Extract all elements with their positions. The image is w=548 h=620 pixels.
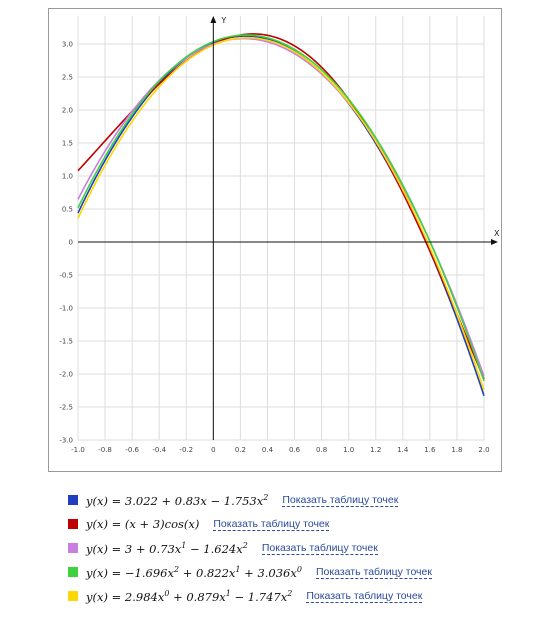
x-tick-label: -0.2 (179, 446, 193, 454)
legend-swatch (68, 495, 78, 505)
series-line-1 (77, 35, 485, 397)
x-tick-label: 0.2 (235, 446, 246, 454)
legend-formula: y(x) = −1.696x2 + 0.822x1 + 3.036x0 (86, 564, 302, 580)
legend-swatch (68, 519, 78, 529)
y-tick-label: 2.0 (62, 107, 73, 115)
legend-item: y(x) = 2.984x0 + 0.879x1 − 1.747x2 Показа… (68, 584, 538, 608)
x-tick-label: -0.6 (125, 446, 139, 454)
show-points-table-link[interactable]: Показать таблицу точек (315, 565, 432, 579)
legend-item: y(x) = 3 + 0.73x1 − 1.624x2 Показать табл… (68, 536, 538, 560)
x-tick-label: 1.0 (343, 446, 354, 454)
x-tick-label: 0.4 (262, 446, 274, 454)
x-tick-label: 1.6 (424, 446, 436, 454)
y-tick-label: -2.0 (59, 371, 73, 379)
legend-item: y(x) = −1.696x2 + 0.822x1 + 3.036x0 Показ… (68, 560, 538, 584)
y-tick-label: -3.0 (59, 437, 73, 445)
grid (77, 16, 485, 441)
x-tick-label: 1.2 (370, 446, 381, 454)
y-tick-label: 0 (69, 239, 73, 247)
legend-item: y(x) = (x + 3)cos(x) Показать таблицу точ… (68, 512, 538, 536)
y-tick-label: 1.5 (62, 140, 73, 148)
y-tick-label: 2.5 (62, 74, 73, 82)
x-axis-arrow (491, 239, 498, 245)
y-tick-label: -1.0 (59, 305, 73, 313)
legend: y(x) = 3.022 + 0.83x − 1.753x2 Показать т… (68, 488, 538, 608)
show-points-table-link[interactable]: Показать таблицу точек (306, 589, 423, 603)
series-line-4 (77, 34, 485, 382)
show-points-table-link[interactable]: Показать таблицу точек (282, 493, 399, 507)
y-axis-arrow (210, 16, 217, 23)
x-tick-label: 0.6 (289, 446, 301, 454)
x-tick-label: 0.8 (316, 446, 327, 454)
y-tick-label: 1.0 (62, 173, 73, 181)
x-tick-label: -0.8 (98, 446, 112, 454)
series-line-3 (77, 37, 485, 377)
legend-formula: y(x) = (x + 3)cos(x) (86, 517, 200, 531)
y-tick-label: 3.0 (62, 41, 73, 49)
show-points-table-link[interactable]: Показать таблицу точек (261, 541, 378, 555)
legend-swatch (68, 543, 78, 553)
legend-swatch (68, 591, 78, 601)
axes: XY (78, 16, 500, 440)
x-tick-label: -1.0 (71, 446, 85, 454)
legend-item: y(x) = 3.022 + 0.83x − 1.753x2 Показать т… (68, 488, 538, 512)
x-tick-label: 2.0 (478, 446, 489, 454)
y-tick-label: 0.5 (62, 206, 73, 214)
legend-swatch (68, 567, 78, 577)
y-tick-label: -1.5 (59, 338, 73, 346)
series-line-5 (77, 36, 485, 391)
legend-formula: y(x) = 3 + 0.73x1 − 1.624x2 (86, 540, 248, 556)
series-line-2 (77, 33, 485, 380)
x-tick-label: -0.4 (152, 446, 166, 454)
function-plot: XY -1.0 -0.8 -0.6 -0.4 -0.2 0 0.2 0.4 0.6 0.8 1.0 1… (59, 16, 500, 455)
y-axis-label: Y (220, 16, 226, 25)
legend-formula: y(x) = 2.984x0 + 0.879x1 − 1.747x2 (86, 588, 293, 604)
x-axis-label: X (494, 229, 500, 238)
legend-formula: y(x) = 3.022 + 0.83x − 1.753x2 (86, 492, 269, 508)
tick-labels: -1.0 -0.8 -0.6 -0.4 -0.2 0 0.2 0.4 0.6 0.8 1.0 1.2 1… (59, 41, 489, 455)
show-points-table-link[interactable]: Показать таблицу точек (213, 517, 330, 531)
x-tick-label: 0 (211, 446, 215, 454)
x-tick-label: 1.8 (451, 446, 462, 454)
y-tick-label: -0.5 (59, 272, 73, 280)
x-tick-label: 1.4 (397, 446, 409, 454)
y-tick-label: -2.5 (59, 404, 73, 412)
series-lines (77, 33, 485, 397)
